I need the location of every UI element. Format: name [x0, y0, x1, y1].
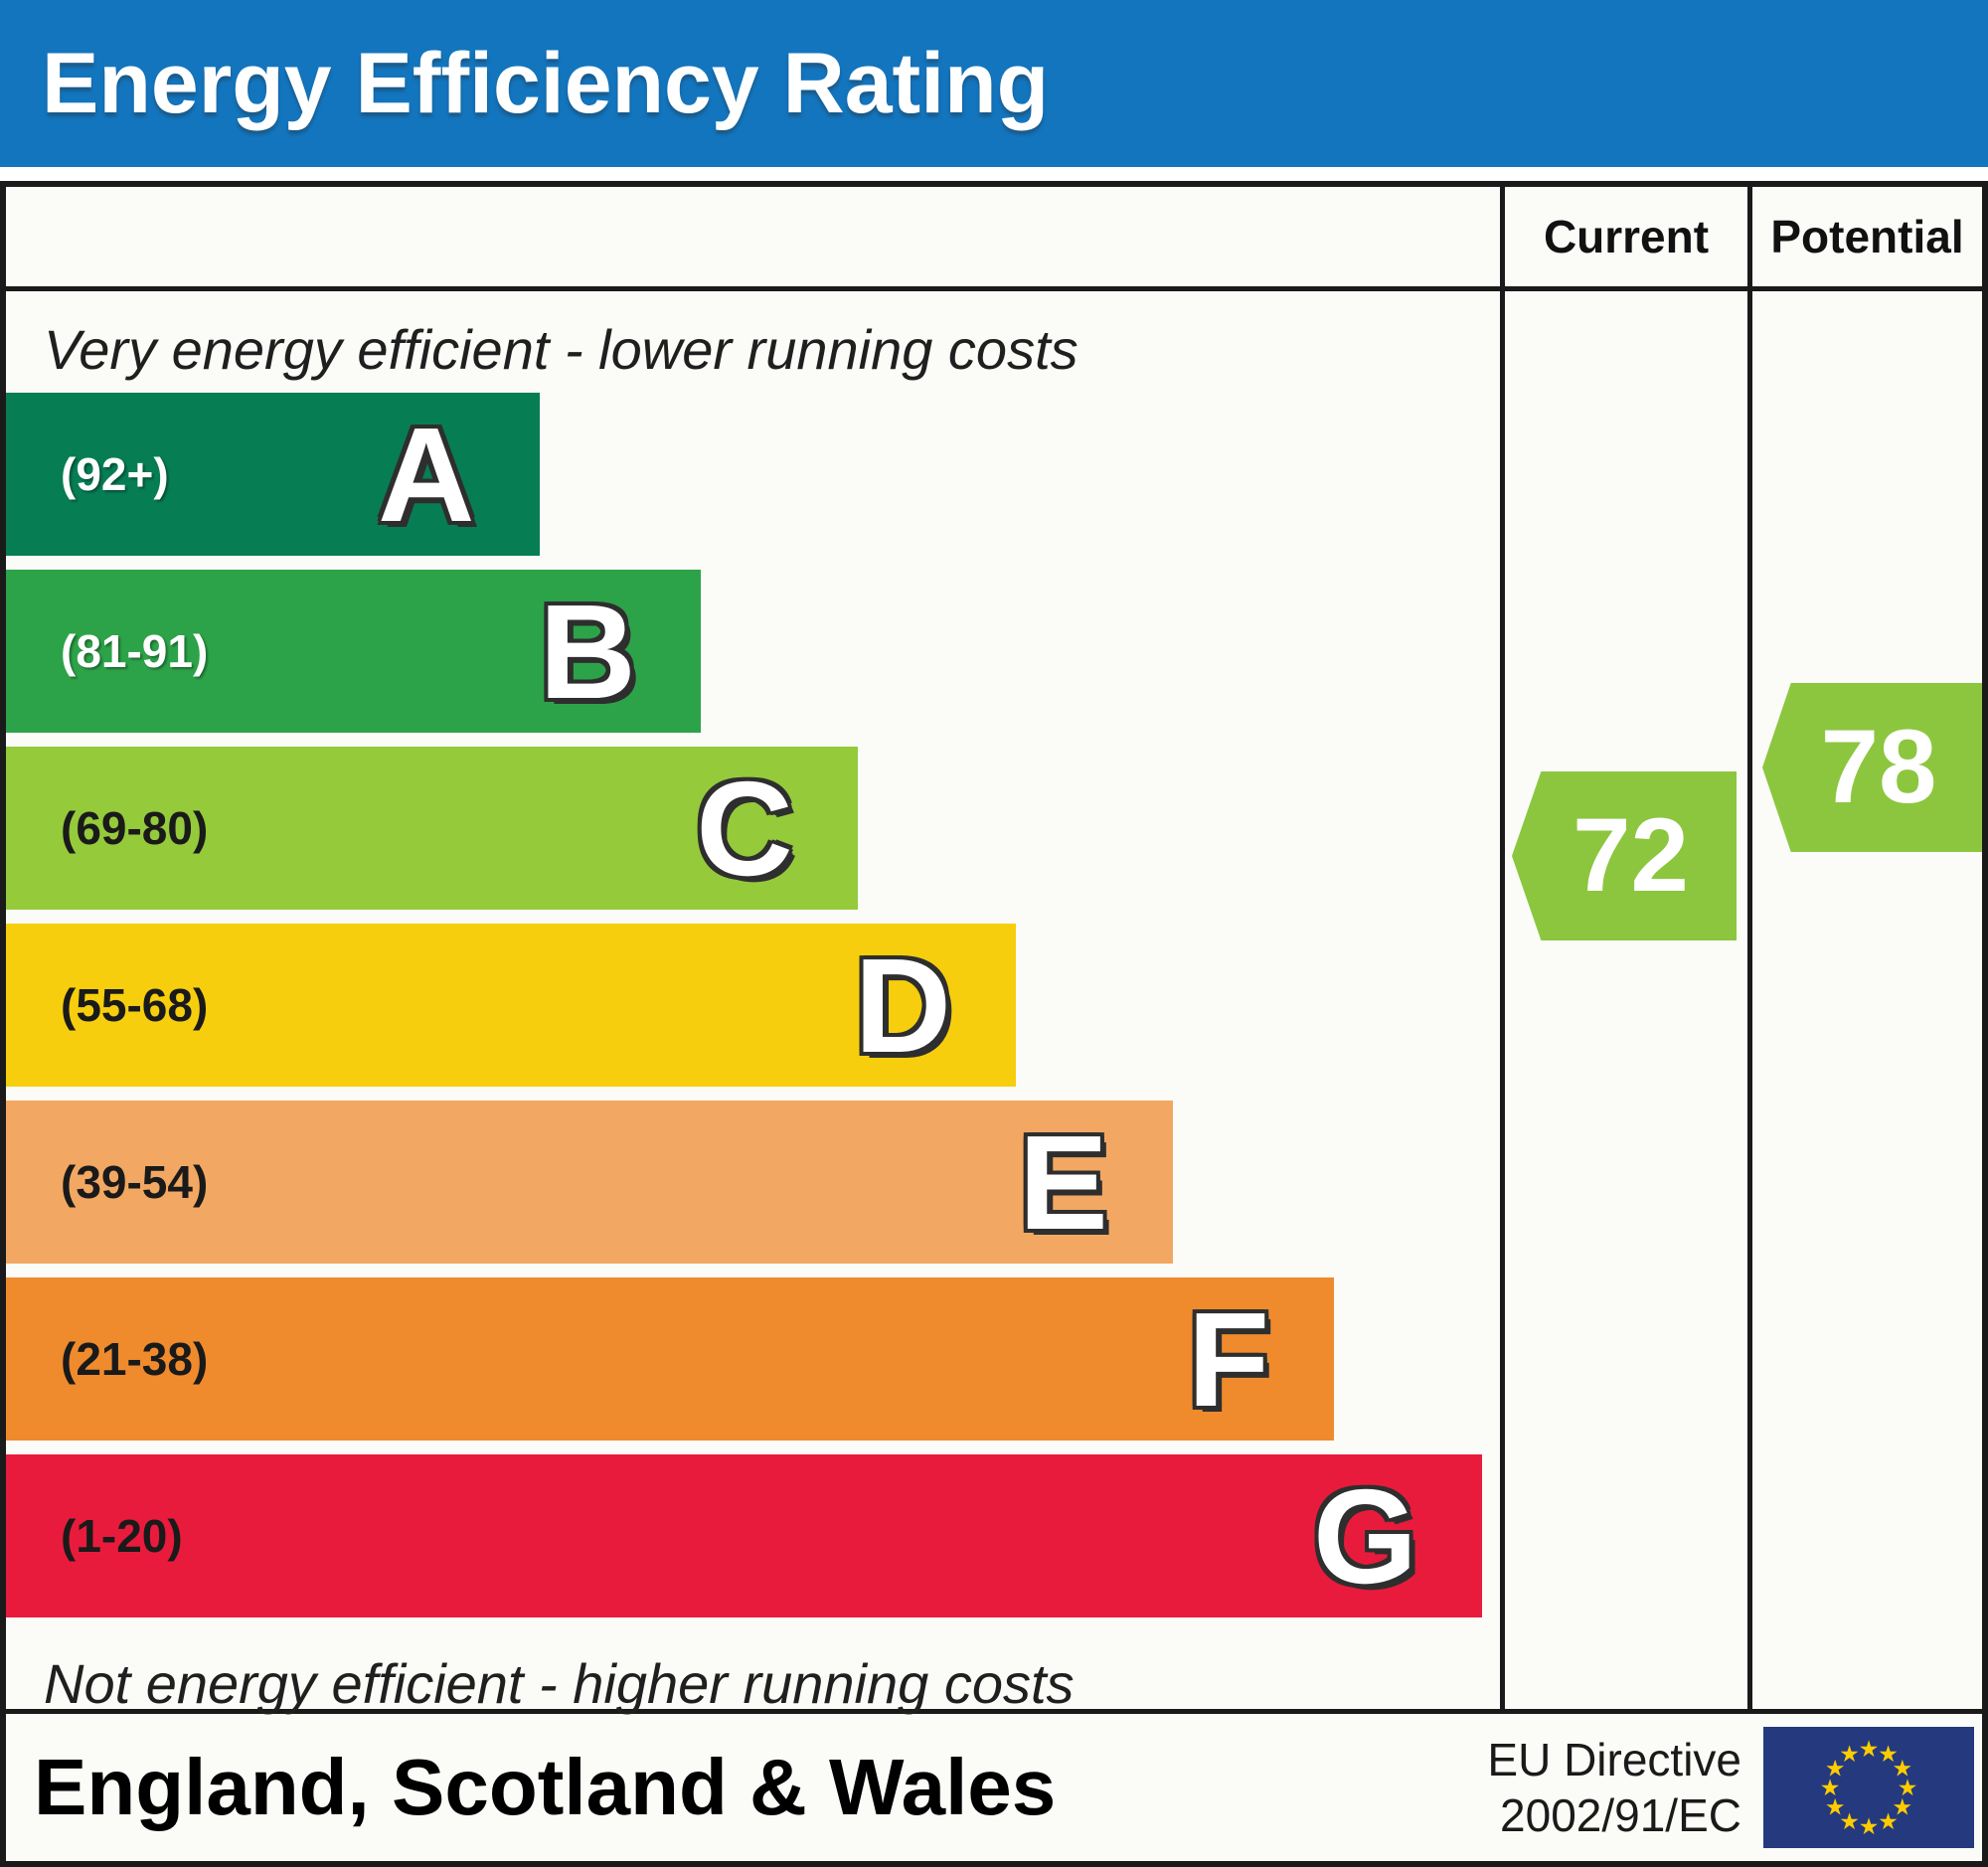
potential-column: 78 — [1747, 291, 1982, 1709]
svg-text:★: ★ — [1859, 1737, 1880, 1763]
svg-text:★: ★ — [1878, 1742, 1899, 1768]
band-a-range: (92+) — [61, 448, 169, 500]
page-title: Energy Efficiency Rating — [42, 35, 1050, 131]
svg-text:★: ★ — [1859, 1814, 1880, 1840]
band-chart-area: Very energy efficient - lower running co… — [6, 291, 1500, 1715]
band-g-range: (1-20) — [61, 1510, 183, 1562]
eu-directive-label: EU Directive 2002/91/EC — [1487, 1732, 1741, 1843]
band-f-bar: (21-38) F — [6, 1277, 1335, 1441]
eu-flag-icon: ★ ★ ★ ★ ★ ★ ★ ★ ★ ★ ★ ★ — [1763, 1727, 1974, 1848]
band-f-range: (21-38) — [61, 1333, 209, 1385]
band-d-bar: (55-68) D — [6, 924, 1017, 1087]
band-d-letter: D — [854, 930, 952, 1081]
svg-text:★: ★ — [1820, 1776, 1841, 1801]
current-rating-arrow: 72 — [1512, 771, 1737, 940]
potential-column-header: Potential — [1770, 211, 1964, 262]
band-c-bar: (69-80) C — [6, 747, 858, 910]
title-bar: Energy Efficiency Rating — [0, 0, 1988, 167]
band-g-letter: G — [1312, 1460, 1417, 1612]
band-e-letter: E — [1018, 1106, 1108, 1258]
svg-text:★: ★ — [1839, 1742, 1860, 1768]
top-note: Very energy efficient - lower running co… — [44, 318, 1078, 381]
potential-rating-arrow: 78 — [1762, 683, 1982, 852]
band-c-letter: C — [696, 753, 793, 904]
current-rating-value: 72 — [1573, 797, 1689, 914]
band-b-letter: B — [539, 576, 636, 727]
eu-directive-line2: 2002/91/EC — [1500, 1789, 1741, 1841]
potential-rating-value: 78 — [1820, 709, 1937, 825]
band-a-letter: A — [378, 399, 475, 550]
column-header-row: Current Potential — [6, 187, 1982, 291]
band-e-range: (39-54) — [61, 1156, 209, 1208]
rating-table: Current Potential Very energy efficient … — [0, 181, 1988, 1867]
footer-row: England, Scotland & Wales EU Directive 2… — [6, 1714, 1982, 1861]
eu-directive-line1: EU Directive — [1487, 1734, 1741, 1785]
band-d-range: (55-68) — [61, 979, 209, 1031]
band-stack: (92+) A (81-91) B (69-80) C (55-68) D — [6, 393, 1500, 1617]
band-a-bar: (92+) A — [6, 393, 540, 556]
svg-text:★: ★ — [1898, 1776, 1918, 1801]
band-c-range: (69-80) — [61, 802, 209, 854]
band-b-bar: (81-91) B — [6, 570, 701, 733]
chart-body-row: Very energy efficient - lower running co… — [6, 291, 1982, 1715]
svg-text:★: ★ — [1878, 1809, 1899, 1835]
chart-header-spacer — [6, 187, 1500, 286]
current-column: 72 — [1500, 291, 1747, 1709]
svg-text:★: ★ — [1825, 1795, 1846, 1821]
svg-text:★: ★ — [1825, 1757, 1846, 1782]
band-b-range: (81-91) — [61, 625, 209, 677]
band-g-bar: (1-20) G — [6, 1454, 1482, 1617]
bottom-note: Not energy efficient - higher running co… — [44, 1652, 1075, 1715]
svg-text:★: ★ — [1892, 1757, 1912, 1782]
band-f-letter: F — [1187, 1283, 1270, 1435]
svg-text:★: ★ — [1839, 1809, 1860, 1835]
svg-text:★: ★ — [1892, 1795, 1912, 1821]
band-e-bar: (39-54) E — [6, 1101, 1173, 1264]
region-label: England, Scotland & Wales — [34, 1743, 1057, 1831]
current-column-header: Current — [1543, 211, 1710, 262]
